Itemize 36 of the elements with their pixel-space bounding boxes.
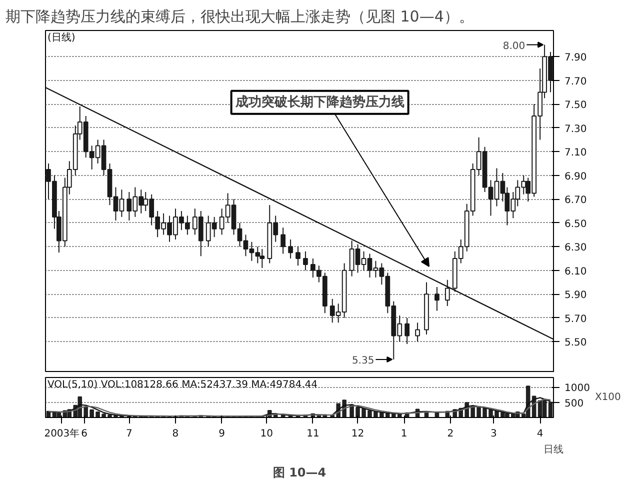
x-axis-title: 日线	[544, 444, 564, 456]
y-tick-label: 500	[564, 398, 584, 410]
y-tick-label: 5.90	[564, 290, 587, 302]
x-tick-label: 8	[172, 428, 179, 440]
x-tick-label: 1	[400, 428, 408, 440]
y-tick-label: 7.10	[564, 148, 587, 159]
y-tick-label: 1000	[564, 383, 590, 394]
y-tick-label: 6.90	[564, 171, 587, 182]
x-tick-label: 2003年	[44, 428, 80, 440]
y-tick-label: 6.10	[564, 266, 587, 278]
x-tick-label: 4	[536, 428, 544, 440]
x-tick-label: 6	[81, 428, 88, 440]
y-tick-label: 7.70	[564, 76, 587, 88]
x-tick-label: 12	[351, 428, 364, 440]
y-tick-label: 6.30	[564, 242, 587, 254]
x-tick-label: 2	[447, 428, 454, 440]
annotation: 成功突破长期下降趋势压力线	[234, 94, 404, 110]
y-tick-label: 7.50	[564, 100, 587, 112]
chart-title: (日线)	[48, 32, 76, 44]
annotation: 8.00	[502, 40, 526, 52]
y-tick-label: 6.70	[564, 195, 587, 206]
caption: 图 10—4	[272, 466, 326, 480]
y-tick-label: 6.50	[564, 218, 587, 230]
x-tick-label: 11	[306, 428, 320, 440]
text: 期下降趋势压力线的束缚后，很快出现大幅上涨走势（见图 10—4）。	[6, 8, 474, 26]
y-tick-label: 7.90	[564, 52, 587, 64]
y-axis-title: X100	[594, 392, 621, 403]
x-tick-label: 9	[218, 428, 225, 440]
x-tick-label: 7	[126, 428, 132, 440]
annotation: 5.35	[352, 355, 374, 366]
x-tick-label: 10	[260, 428, 273, 440]
y-tick-label: 5.50	[564, 338, 587, 349]
y-tick-label: 5.70	[564, 314, 587, 325]
x-tick-label: 3	[490, 428, 497, 440]
y-tick-label: 7.30	[564, 124, 587, 135]
chart-title: VOL(5,10) VOL:108128.66 MA:52437.39 MA:49784.44	[48, 380, 318, 390]
